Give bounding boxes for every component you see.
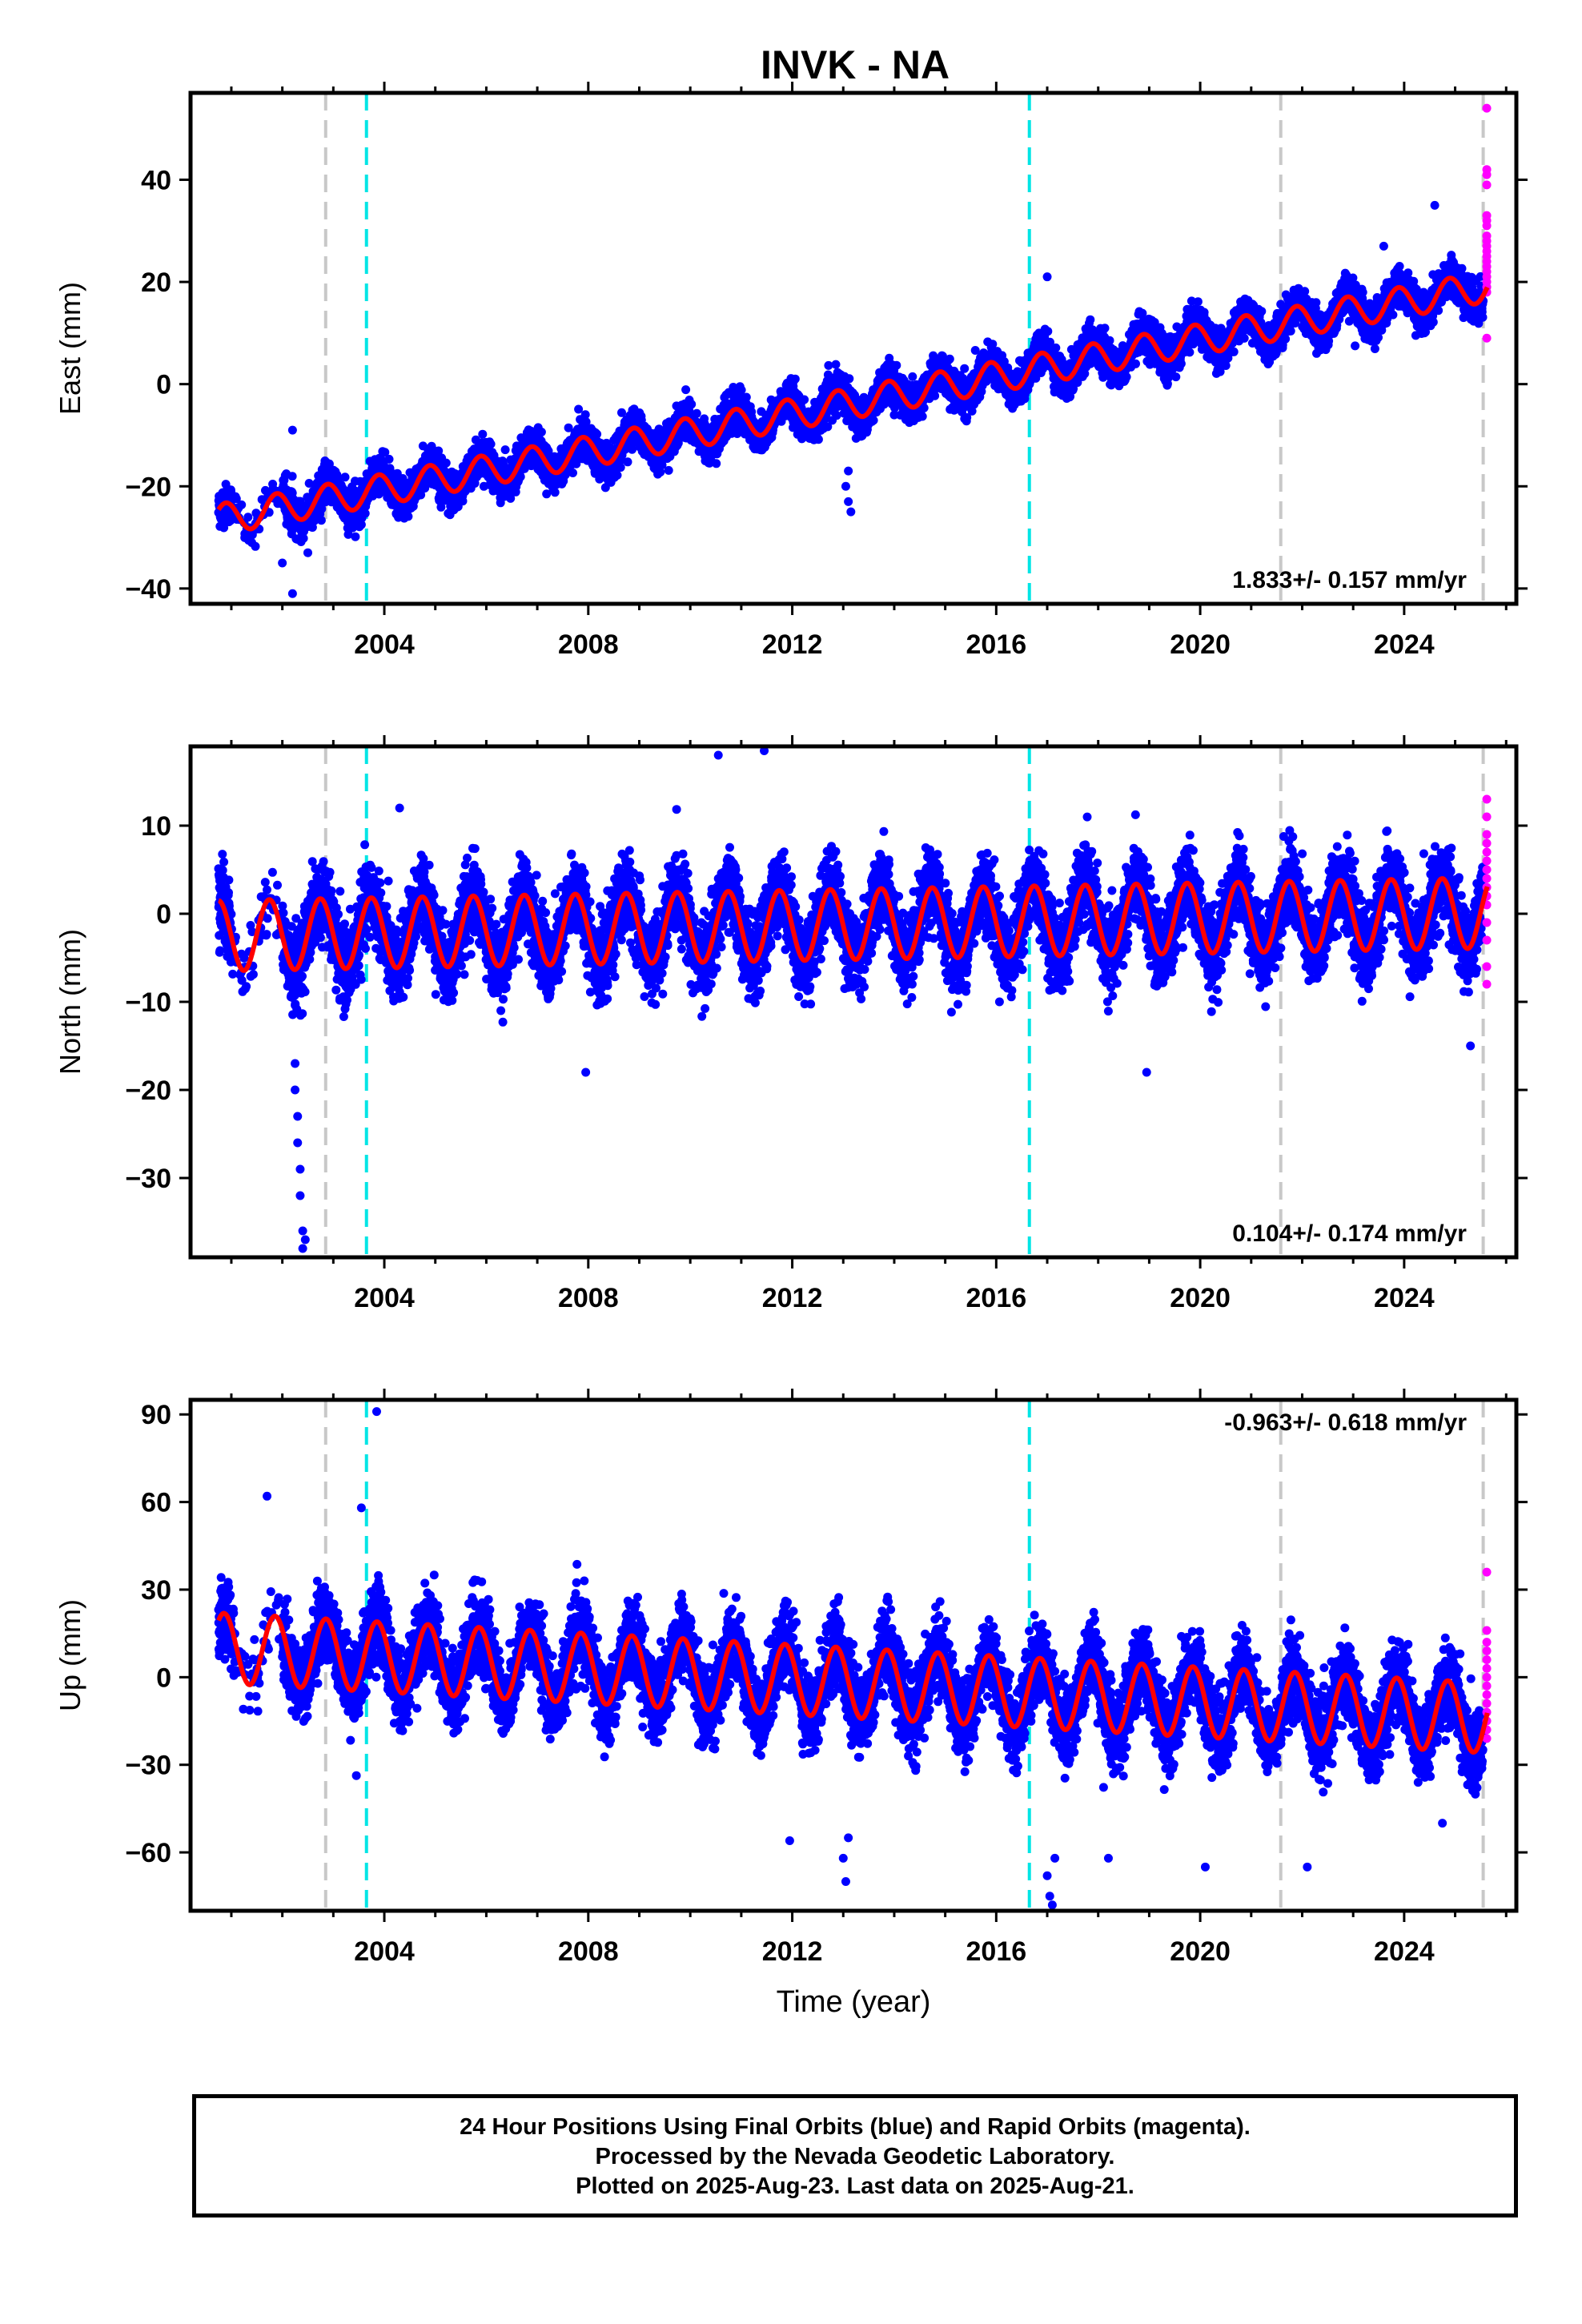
- figure-title: INVK - NA: [761, 42, 950, 87]
- final-orbit-point: [356, 520, 366, 529]
- final-orbit-point: [500, 445, 510, 455]
- final-orbit-point: [568, 468, 577, 477]
- final-orbit-point: [536, 428, 546, 436]
- final-orbit-point: [360, 509, 370, 518]
- plot-area: [214, 93, 1492, 604]
- panel-east: 2004 2008 2012 2016 2020 2024−40−2002040East …: [54, 82, 1528, 660]
- final-orbit-point: [416, 490, 426, 500]
- final-orbit-point: [664, 465, 673, 475]
- final-orbit-point: [612, 470, 622, 480]
- final-orbit-point: [550, 488, 560, 497]
- final-orbit-point: [681, 385, 691, 395]
- final-orbit-point: [516, 472, 525, 481]
- final-orbit-point: [237, 500, 247, 509]
- final-orbit-point: [712, 459, 721, 468]
- final-orbit-point: [441, 458, 451, 468]
- final-orbit-point: [687, 400, 697, 409]
- final-orbit-point: [574, 404, 584, 414]
- final-orbit-point: [343, 529, 353, 539]
- final-orbit-point: [478, 429, 488, 439]
- final-orbit-point: [831, 360, 841, 369]
- final-orbit-point: [917, 412, 927, 421]
- final-orbit-point: [869, 416, 878, 425]
- final-orbit-point: [299, 533, 308, 543]
- final-orbit-point: [458, 497, 468, 506]
- final-orbit-point: [800, 395, 809, 404]
- final-orbit-point: [845, 374, 854, 384]
- final-orbit-point: [960, 364, 970, 373]
- final-orbit-point: [930, 391, 940, 400]
- final-orbit-point: [287, 472, 297, 481]
- final-orbit-point: [380, 448, 390, 457]
- final-orbit-point: [623, 457, 632, 467]
- final-orbit-point: [813, 435, 823, 444]
- final-orbit-point: [219, 523, 229, 533]
- final-orbit-point: [692, 408, 701, 418]
- final-orbit-point: [340, 472, 350, 482]
- final-orbit-point: [304, 479, 314, 488]
- final-orbit-point: [908, 372, 917, 381]
- final-orbit-point: [486, 440, 496, 448]
- final-orbit-point: [316, 516, 326, 525]
- final-orbit-point: [420, 484, 430, 493]
- final-orbit-point: [737, 385, 746, 395]
- final-orbit-point: [243, 513, 253, 522]
- final-orbit-point: [231, 494, 241, 504]
- final-orbit-point: [741, 392, 751, 402]
- final-orbit-point: [945, 354, 954, 364]
- final-orbit-point: [892, 360, 901, 370]
- final-orbit-point: [404, 512, 413, 521]
- final-orbit-point: [351, 532, 360, 541]
- final-orbit-point: [790, 374, 800, 384]
- final-orbit-point: [384, 454, 394, 464]
